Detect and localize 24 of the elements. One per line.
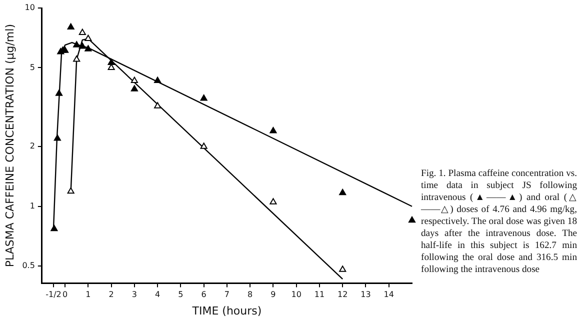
y-tick-label: 1 — [30, 201, 35, 210]
x-tick-label: 4 — [155, 290, 160, 300]
x-tick-label: 1 — [86, 290, 91, 300]
x-tick-label: 5 — [178, 290, 184, 300]
x-tick-label: 13 — [360, 290, 371, 300]
x-tick-label: 8 — [248, 290, 253, 300]
x-tick-label: 6 — [201, 290, 206, 300]
x-axis-title: TIME (hours) — [191, 304, 262, 318]
x-tick-label: 11 — [314, 290, 325, 300]
x-tick-label: 7 — [224, 290, 230, 300]
x-tick-label: 10 — [291, 290, 302, 300]
text: Fig. 1. Plasma caffeine concentration vs. time data in subject JS following intravenous (▲——▲) and oral (△——△) doses of 4.76 and 4.96 mg/kg, respectively. The oral dose was given 18 days after the intravenous dose. The half-life in this subject is 162.7 min following the oral dose and 316.5 min following the intravenous dose — [421, 168, 577, 275]
x-tick-label: 12 — [338, 290, 348, 300]
x-tick-label: 0 — [62, 290, 68, 300]
x-tick-label: 9 — [270, 290, 276, 300]
x-tick-label: -1/2 — [46, 290, 62, 300]
x-tick-label: 3 — [132, 290, 137, 300]
y-tick-label: 0.5 — [22, 261, 35, 270]
x-tick-label: 2 — [108, 290, 114, 300]
y-tick-label: 10 — [24, 3, 35, 12]
y-tick-label: 5 — [30, 62, 35, 72]
y-tick-label: 2 — [30, 142, 35, 151]
x-tick-label: 14 — [384, 290, 394, 300]
y-axis-title: PLASMA CAFFEINE CONCENTRATION (μg/ml) — [3, 24, 16, 268]
